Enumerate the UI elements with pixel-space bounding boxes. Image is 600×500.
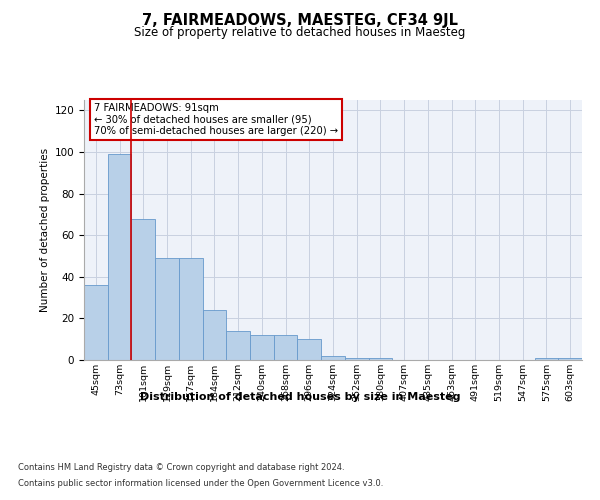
Text: Size of property relative to detached houses in Maesteg: Size of property relative to detached ho… [134, 26, 466, 39]
Bar [368, 358, 392, 360]
Text: Contains HM Land Registry data © Crown copyright and database right 2024.: Contains HM Land Registry data © Crown c… [18, 462, 344, 471]
Bar [131, 218, 155, 360]
Bar [108, 154, 131, 360]
Bar [345, 358, 368, 360]
Bar [179, 258, 203, 360]
Text: Contains public sector information licensed under the Open Government Licence v3: Contains public sector information licen… [18, 479, 383, 488]
Bar [226, 331, 250, 360]
Bar [535, 358, 558, 360]
Bar [84, 285, 108, 360]
Bar [203, 310, 226, 360]
Bar [321, 356, 345, 360]
Text: 7, FAIRMEADOWS, MAESTEG, CF34 9JL: 7, FAIRMEADOWS, MAESTEG, CF34 9JL [142, 12, 458, 28]
Text: Distribution of detached houses by size in Maesteg: Distribution of detached houses by size … [140, 392, 460, 402]
Text: 7 FAIRMEADOWS: 91sqm
← 30% of detached houses are smaller (95)
70% of semi-detac: 7 FAIRMEADOWS: 91sqm ← 30% of detached h… [94, 102, 338, 136]
Bar [298, 339, 321, 360]
Bar [558, 358, 582, 360]
Y-axis label: Number of detached properties: Number of detached properties [40, 148, 50, 312]
Bar [274, 335, 298, 360]
Bar [250, 335, 274, 360]
Bar [155, 258, 179, 360]
